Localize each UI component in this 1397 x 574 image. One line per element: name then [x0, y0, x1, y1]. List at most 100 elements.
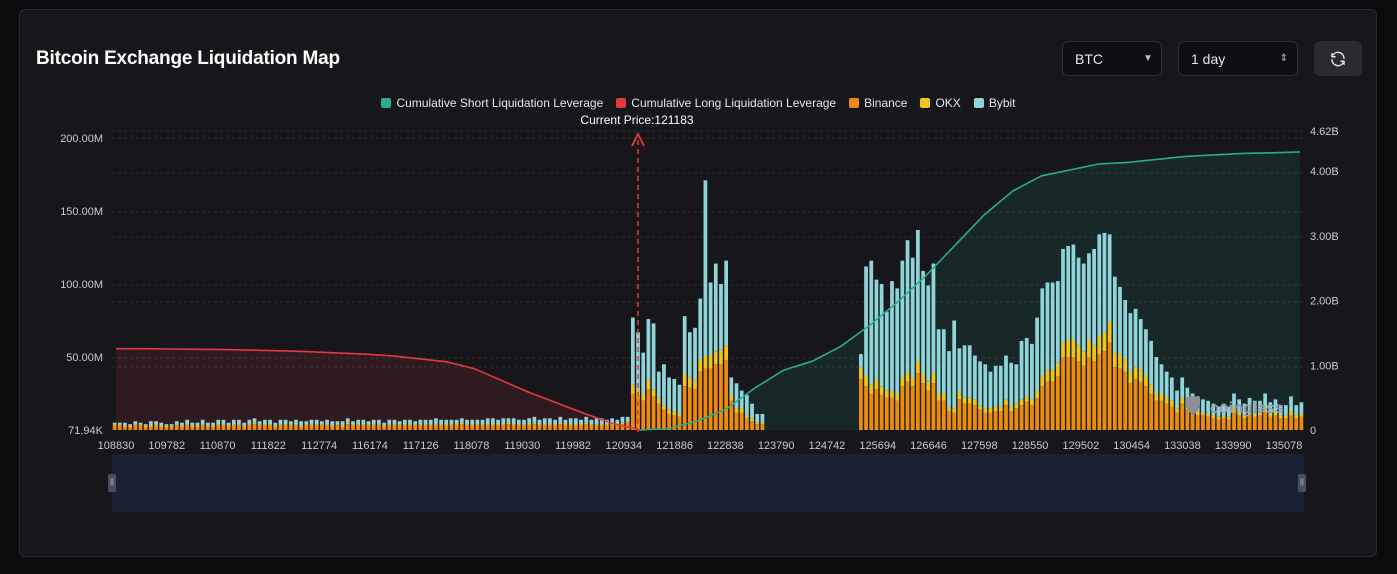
bar-binance[interactable] — [936, 400, 941, 430]
bar-bybit[interactable] — [864, 266, 868, 376]
range-select[interactable]: 1 day ⇕ — [1178, 41, 1298, 76]
bar-binance[interactable] — [128, 427, 132, 430]
bar-okx[interactable] — [1164, 397, 1169, 404]
bar-okx[interactable] — [729, 394, 734, 401]
bar-binance[interactable] — [1273, 415, 1278, 430]
bar-bybit[interactable] — [330, 421, 335, 426]
bar-binance[interactable] — [257, 425, 262, 430]
bar-okx[interactable] — [226, 425, 231, 428]
bar-binance[interactable] — [884, 397, 889, 430]
bar-okx[interactable] — [1201, 412, 1205, 416]
bar-okx[interactable] — [1273, 412, 1278, 416]
bar-bybit[interactable] — [1154, 357, 1159, 394]
bar-binance[interactable] — [610, 425, 614, 430]
bar-okx[interactable] — [553, 424, 557, 426]
bar-bybit[interactable] — [988, 371, 993, 409]
bar-bybit[interactable] — [340, 421, 345, 426]
bar-okx[interactable] — [1030, 399, 1034, 406]
bar-binance[interactable] — [485, 425, 490, 430]
bar-bybit[interactable] — [750, 403, 754, 419]
bar-bybit[interactable] — [895, 288, 900, 394]
bar-bybit[interactable] — [993, 365, 998, 407]
bar-bybit[interactable] — [890, 281, 894, 391]
bar-bybit[interactable] — [506, 418, 511, 423]
bar-binance[interactable] — [641, 400, 646, 430]
navigator-left-handle[interactable]: || — [108, 474, 116, 492]
bar-bybit[interactable] — [174, 421, 179, 425]
bar-binance[interactable] — [1030, 405, 1034, 430]
navigator-right-handle[interactable]: || — [1298, 474, 1306, 492]
bar-binance[interactable] — [459, 424, 464, 430]
bar-binance[interactable] — [1055, 375, 1060, 430]
bar-binance[interactable] — [475, 425, 480, 430]
bar-okx[interactable] — [568, 424, 573, 426]
bar-okx[interactable] — [206, 425, 210, 428]
bar-binance[interactable] — [1175, 412, 1179, 430]
bar-okx[interactable] — [688, 377, 692, 388]
bar-bybit[interactable] — [589, 419, 594, 425]
bar-binance[interactable] — [1284, 418, 1288, 430]
bar-bybit[interactable] — [392, 419, 397, 425]
bar-binance[interactable] — [1019, 405, 1024, 430]
bar-okx[interactable] — [1268, 413, 1273, 417]
bar-okx[interactable] — [1247, 411, 1252, 416]
bar-binance[interactable] — [242, 427, 247, 430]
bar-bybit[interactable] — [1071, 244, 1076, 340]
bar-binance[interactable] — [1195, 415, 1200, 430]
bar-okx[interactable] — [713, 351, 718, 365]
bar-binance[interactable] — [1242, 418, 1247, 430]
bar-okx[interactable] — [470, 424, 475, 426]
bar-bybit[interactable] — [879, 284, 884, 387]
bar-binance[interactable] — [288, 425, 293, 430]
bar-binance[interactable] — [200, 425, 205, 430]
bar-okx[interactable] — [273, 425, 278, 428]
bar-bybit[interactable] — [1112, 276, 1117, 353]
bar-binance[interactable] — [1190, 412, 1195, 430]
bar-okx[interactable] — [662, 405, 666, 410]
bar-okx[interactable] — [366, 424, 371, 426]
bar-binance[interactable] — [615, 425, 620, 430]
bar-bybit[interactable] — [216, 419, 221, 425]
bar-bybit[interactable] — [1102, 232, 1107, 333]
bar-bybit[interactable] — [651, 323, 656, 390]
bar-okx[interactable] — [216, 424, 221, 426]
bar-okx[interactable] — [501, 424, 506, 426]
bar-binance[interactable] — [734, 412, 739, 430]
bar-bybit[interactable] — [998, 365, 1003, 407]
bar-okx[interactable] — [548, 424, 552, 426]
bar-binance[interactable] — [345, 424, 350, 430]
bar-bybit[interactable] — [967, 345, 972, 398]
bar-binance[interactable] — [957, 399, 962, 430]
bar-bybit[interactable] — [921, 270, 925, 374]
bar-bybit[interactable] — [713, 263, 718, 352]
bar-bybit[interactable] — [325, 419, 329, 425]
bar-okx[interactable] — [630, 384, 635, 394]
bar-bybit[interactable] — [978, 361, 982, 406]
bar-okx[interactable] — [423, 424, 428, 426]
bar-okx[interactable] — [656, 397, 661, 404]
bar-bybit[interactable] — [138, 422, 143, 425]
bar-binance[interactable] — [993, 411, 998, 430]
bar-binance[interactable] — [589, 425, 594, 430]
bar-bybit[interactable] — [164, 424, 169, 426]
bar-binance[interactable] — [579, 425, 583, 430]
bar-okx[interactable] — [242, 425, 247, 428]
bar-bybit[interactable] — [1009, 362, 1014, 407]
bar-binance[interactable] — [1092, 361, 1096, 430]
bar-binance[interactable] — [553, 425, 557, 430]
bar-bybit[interactable] — [1294, 405, 1299, 416]
bar-okx[interactable] — [760, 422, 765, 425]
bar-bybit[interactable] — [745, 394, 749, 416]
bar-binance[interactable] — [931, 383, 936, 430]
bar-binance[interactable] — [693, 389, 697, 430]
bar-bybit[interactable] — [428, 419, 433, 425]
bar-okx[interactable] — [397, 424, 402, 426]
bar-okx[interactable] — [1087, 339, 1091, 357]
bar-okx[interactable] — [755, 422, 760, 425]
bar-binance[interactable] — [708, 368, 713, 430]
bar-okx[interactable] — [682, 374, 687, 387]
bar-binance[interactable] — [263, 425, 267, 430]
bar-bybit[interactable] — [734, 383, 739, 409]
bar-binance[interactable] — [211, 427, 215, 430]
bar-okx[interactable] — [869, 384, 874, 394]
